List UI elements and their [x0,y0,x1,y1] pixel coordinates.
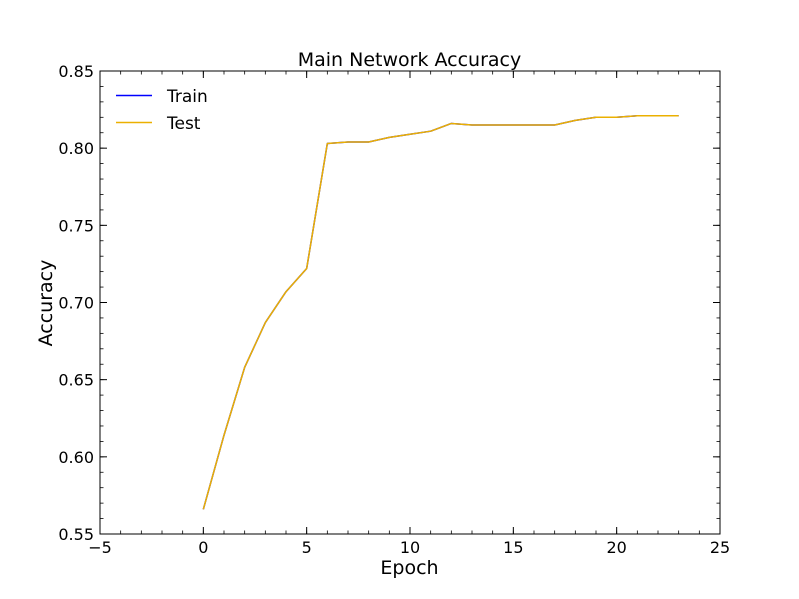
x-tick-label: 20 [606,538,626,557]
y-tick-label: 0.80 [58,139,94,158]
legend: Train Test [116,87,208,134]
y-tick-label: 0.55 [58,525,94,544]
chart-title: Main Network Accuracy [298,49,522,71]
x-tick-label: 15 [503,538,523,557]
x-axis-title: Epoch [380,557,438,579]
y-tick-label: 0.70 [58,294,94,313]
legend-label-test: Test [166,114,201,134]
plot-background [100,71,720,534]
y-axis-title: Accuracy [35,260,57,347]
y-tick-label: 0.60 [58,448,94,467]
plot-area [100,71,720,534]
x-tick-label: 0 [198,538,208,557]
legend-label-train: Train [166,87,208,107]
series-line-test [202,115,679,510]
series-lines [202,115,679,510]
y-tick-label: 0.85 [58,62,94,81]
tick-marks [99,70,721,535]
y-tick-label: 0.65 [58,371,94,390]
tick-labels: −5 0 5 10 15 20 25 0.55 0.60 0.65 0.70 0.75 0.80 0.85 [58,62,730,557]
x-tick-label: 10 [400,538,420,557]
x-tick-label: −5 [88,538,112,557]
y-tick-label: 0.75 [58,216,94,235]
x-tick-label: 5 [302,538,312,557]
x-tick-label: 25 [710,538,730,557]
